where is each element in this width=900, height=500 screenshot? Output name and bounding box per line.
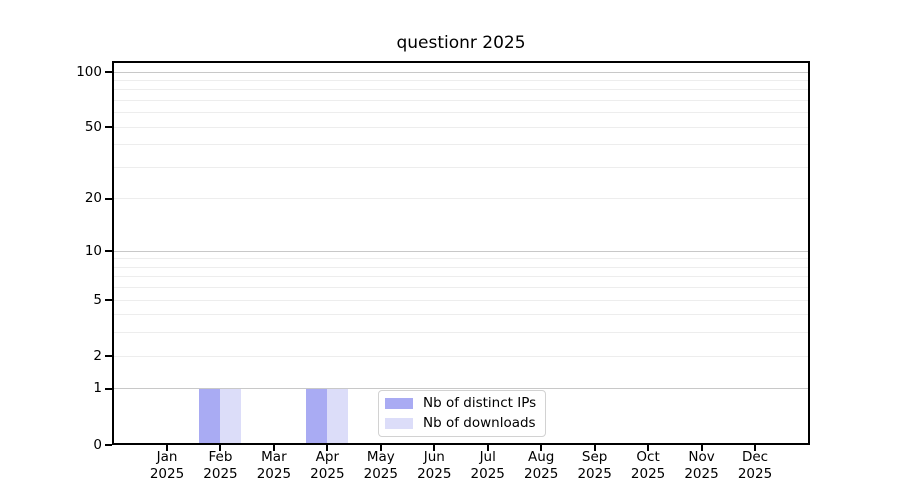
x-axis-month-label: May: [366, 449, 395, 465]
x-axis-month-label: Apr: [315, 449, 340, 465]
gridline-major: [114, 250, 808, 252]
x-axis-tick-label: Jun 2025: [398, 449, 470, 482]
x-axis-tick: [219, 445, 222, 451]
x-axis-month-label: Jan: [156, 449, 178, 465]
gridline-minor: [114, 144, 808, 146]
y-axis-tick-label: 100: [76, 63, 102, 80]
x-axis-year-label: 2025: [363, 465, 398, 482]
x-axis-month-label: Sep: [581, 449, 608, 465]
legend-label: Nb of distinct IPs: [423, 395, 537, 411]
y-axis-tick: [105, 444, 112, 446]
x-axis-tick: [486, 445, 489, 451]
x-axis-year-label: 2025: [310, 465, 345, 482]
x-axis-year-label: 2025: [417, 465, 452, 482]
gridline-minor: [114, 100, 808, 102]
x-axis-tick-label: Aug 2025: [505, 449, 577, 482]
gridline-major: [114, 388, 808, 390]
gridline-minor: [114, 314, 808, 316]
x-axis-year-label: 2025: [256, 465, 292, 482]
y-axis-tick: [105, 126, 112, 129]
y-axis-tick-label: 20: [84, 190, 102, 207]
y-axis-tick-label: 1: [93, 380, 102, 397]
x-axis-month-label: Feb: [208, 449, 233, 465]
x-axis-tick: [379, 445, 382, 451]
x-axis-year-label: 2025: [630, 465, 666, 482]
y-axis-tick-label: 0: [93, 436, 102, 453]
x-axis-tick: [700, 445, 703, 451]
legend-label: Nb of downloads: [423, 415, 536, 431]
bar-nb-of-distinct-ips-apr: [306, 388, 328, 443]
x-axis-tick: [272, 445, 275, 451]
legend-entry: Nb of downloads: [385, 415, 537, 432]
x-axis-year-label: 2025: [523, 465, 559, 482]
x-axis-year-label: 2025: [737, 465, 773, 482]
y-axis-tick: [105, 387, 112, 390]
gridline-minor: [114, 299, 808, 301]
gridline-minor: [114, 112, 808, 114]
gridline-minor: [114, 126, 808, 128]
x-axis-tick: [166, 445, 168, 451]
x-axis-year-label: 2025: [577, 465, 612, 482]
x-axis-month-label: Nov: [688, 449, 715, 465]
x-axis-year-label: 2025: [470, 465, 505, 482]
bar-nb-of-downloads-feb: [220, 388, 242, 443]
gridline-minor: [114, 198, 808, 200]
gridline-minor: [114, 79, 808, 81]
x-axis-month-label: Jul: [479, 449, 496, 465]
x-axis-tick: [540, 445, 543, 451]
gridline-minor: [114, 258, 808, 260]
y-axis-tick: [105, 299, 112, 302]
y-axis-tick-label: 10: [84, 242, 102, 259]
bar-nb-of-distinct-ips-feb: [199, 388, 221, 443]
legend-entry: Nb of distinct IPs: [385, 395, 537, 412]
x-axis-tick-label: Oct 2025: [612, 449, 684, 482]
plot-area: [112, 61, 810, 445]
x-axis-tick-label: Sep 2025: [559, 449, 631, 482]
y-axis-tick: [105, 197, 112, 200]
y-axis-tick-label: 50: [84, 118, 102, 135]
x-axis-tick-label: Apr 2025: [291, 449, 363, 482]
y-axis-tick: [105, 355, 112, 358]
x-axis-month-label: Mar: [261, 449, 287, 465]
x-axis-tick: [326, 445, 329, 451]
x-axis-tick: [647, 445, 650, 451]
y-axis-tick-label: 2: [93, 347, 102, 364]
x-axis-tick-label: Jul 2025: [452, 449, 524, 482]
x-axis-tick: [433, 445, 436, 451]
legend: Nb of distinct IPs Nb of downloads: [378, 390, 546, 437]
gridline-minor: [114, 355, 808, 357]
x-axis-year-label: 2025: [203, 465, 238, 482]
x-axis-tick-label: Feb 2025: [184, 449, 256, 482]
x-axis-tick-label: May 2025: [345, 449, 417, 482]
gridline-minor: [114, 89, 808, 91]
x-axis-year-label: 2025: [149, 465, 185, 482]
x-axis-month-label: Aug: [527, 449, 555, 465]
gridline-minor: [114, 332, 808, 334]
x-axis-month-label: Jun: [423, 449, 445, 465]
bar-nb-of-downloads-apr: [327, 388, 349, 443]
x-axis-tick: [754, 445, 756, 451]
gridline-minor: [114, 167, 808, 168]
x-axis-tick-label: Nov 2025: [666, 449, 738, 482]
x-axis-tick-label: Mar 2025: [238, 449, 310, 482]
gridline-major: [114, 71, 808, 73]
chart-title: questionr 2025: [396, 33, 526, 53]
x-axis-tick: [593, 445, 596, 451]
gridline-minor: [114, 276, 808, 278]
y-axis-tick: [105, 250, 112, 253]
x-axis-tick-label: Jan 2025: [131, 449, 203, 482]
x-axis-tick-label: Dec 2025: [719, 449, 791, 482]
x-axis-year-label: 2025: [684, 465, 719, 482]
legend-swatch-nb-of-distinct-ips: [385, 398, 413, 409]
x-axis-month-label: Dec: [741, 449, 769, 465]
y-axis-tick-label: 5: [93, 291, 102, 308]
legend-swatch-nb-of-downloads: [385, 418, 413, 429]
gridline-minor: [114, 266, 808, 268]
y-axis-tick: [105, 71, 112, 74]
gridline-minor: [114, 287, 808, 289]
x-axis-month-label: Oct: [636, 449, 660, 465]
